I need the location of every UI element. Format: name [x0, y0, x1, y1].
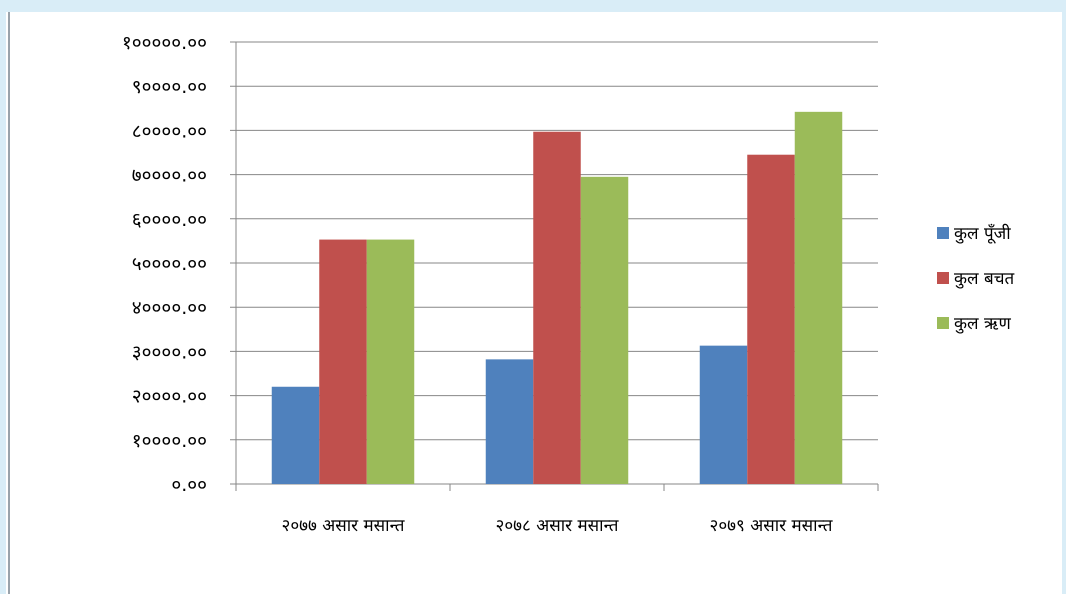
y-tick-label: ८००००.०० — [132, 120, 207, 142]
y-tick-label: ७००००.०० — [132, 165, 207, 187]
bar-2-1 — [319, 239, 367, 484]
y-tick-label: २००००.०० — [132, 386, 207, 408]
y-tick-label: ९००००.०० — [132, 76, 207, 98]
x-tick-labels: २०७७ असार मसान्त २०७८ असार मसान्त २०७९ असा… — [282, 516, 833, 536]
y-tick-label: १००००.०० — [132, 430, 207, 452]
y-tick-label: ५००००.०० — [132, 253, 207, 275]
legend-swatch — [937, 317, 949, 329]
x-tick-label: २०७९ असार मसान्त — [710, 516, 833, 536]
bar-2-2 — [533, 131, 581, 484]
legend-label: कुल पूँजी — [954, 223, 1011, 244]
legend: कुल पूँजी कुल बचत कुल ऋण — [937, 223, 1014, 334]
left-rule — [8, 12, 10, 594]
bar-3-2 — [580, 176, 629, 484]
axes — [235, 42, 879, 491]
x-tick-label: २०७७ असार मसान्त — [282, 516, 405, 536]
left-border — [0, 0, 6, 594]
y-tick-label: ३००००.०० — [132, 341, 207, 363]
y-tick-label: ४००००.०० — [132, 297, 207, 319]
y-tick-label: १०००००.०० — [122, 32, 207, 54]
y-tick-label: ६००००.०० — [132, 209, 207, 231]
legend-label: कुल ऋण — [954, 314, 1011, 334]
x-tick-label: २०७८ असार मसान्त — [496, 516, 619, 536]
bars — [271, 111, 843, 484]
top-strip — [0, 0, 1066, 12]
bar-3-1 — [366, 239, 415, 484]
bar-1-2 — [485, 359, 534, 484]
bar-1-3 — [699, 345, 748, 484]
legend-label: कुल बचत — [954, 269, 1014, 289]
y-tick-labels: ०.०० १००००.०० २००००.०० ३००००.०० ४००००.०० ५०००… — [122, 32, 207, 496]
legend-swatch — [937, 227, 949, 239]
bar-2-3 — [747, 154, 795, 484]
bar-3-3 — [794, 111, 843, 484]
legend-swatch — [937, 272, 949, 284]
y-tick-label: ०.०० — [171, 474, 207, 496]
bar-1-1 — [271, 386, 320, 484]
right-border — [1062, 0, 1066, 594]
